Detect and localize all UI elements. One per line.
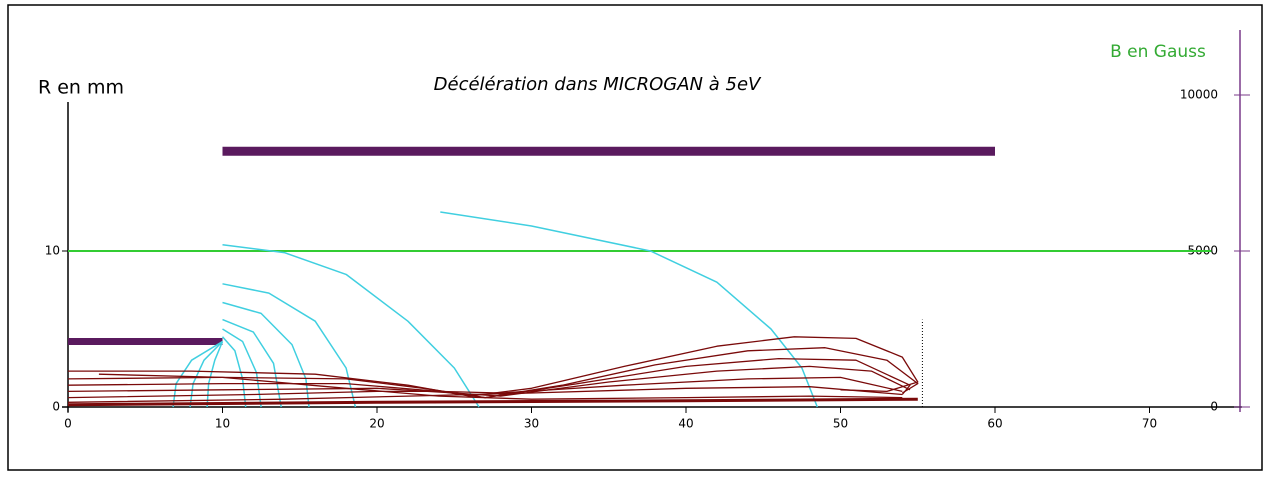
y-tick-label: 10 <box>45 244 60 258</box>
x-tick-label: 0 <box>64 417 72 431</box>
x-tick-label: 70 <box>1142 417 1157 431</box>
series-line <box>67 347 919 399</box>
series-line <box>68 336 919 397</box>
series-line <box>222 283 357 408</box>
y2-axis-label: B en Gauss <box>1110 42 1206 62</box>
x-tick-label: 20 <box>369 417 384 431</box>
y-axis-label: R en mm <box>38 77 124 99</box>
x-tick-label: 40 <box>678 417 693 431</box>
series-line <box>67 357 911 399</box>
series-line <box>222 318 282 408</box>
series-line <box>67 376 903 399</box>
x-tick-label: 30 <box>524 417 539 431</box>
y2-tick-label: 10000 <box>1180 88 1218 102</box>
x-tick-label: 60 <box>987 417 1002 431</box>
series-line <box>221 336 247 408</box>
series-line <box>222 244 480 408</box>
y-tick-label: 0 <box>52 400 60 414</box>
series-line <box>67 386 903 403</box>
series-line <box>222 301 310 408</box>
x-tick-label: 50 <box>833 417 848 431</box>
x-tick-label: 10 <box>215 417 230 431</box>
frame <box>7 4 1263 471</box>
y2-tick-label: 0 <box>1210 400 1218 414</box>
series-line <box>67 397 918 407</box>
series-line <box>98 373 903 400</box>
chart-title: Décélération dans MICROGAN à 5eV <box>434 74 762 95</box>
series-line <box>440 211 818 408</box>
